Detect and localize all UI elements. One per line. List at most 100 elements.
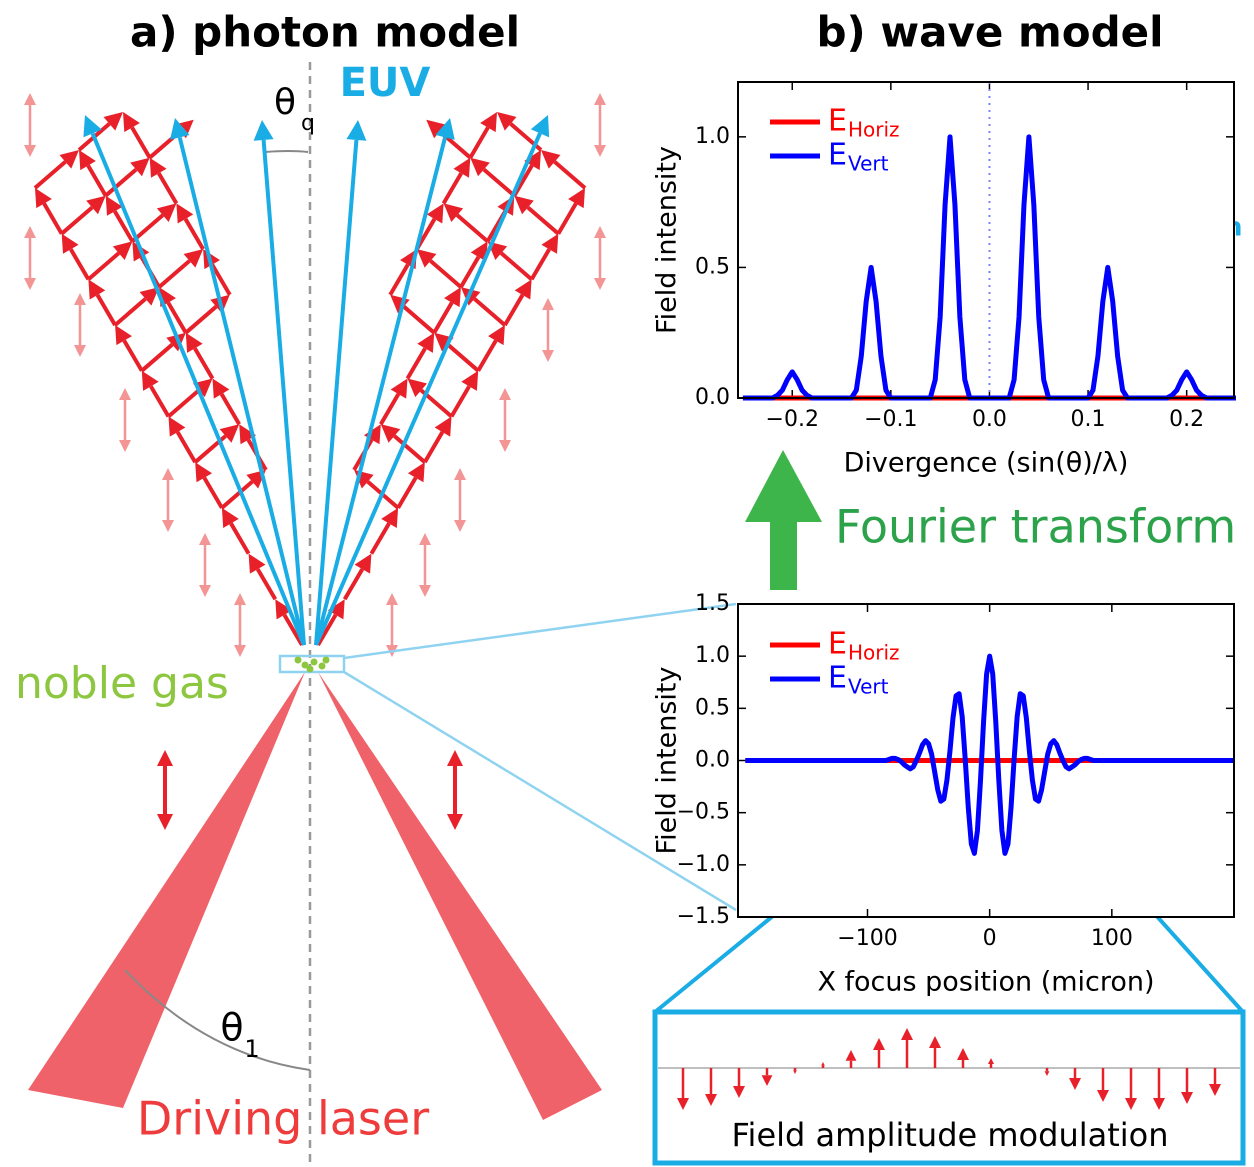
legend-label: E (828, 138, 847, 173)
arrow-shaft (475, 299, 505, 325)
arrow-shaft (452, 386, 470, 416)
arrow-shaft (186, 307, 216, 333)
arrow-head (542, 298, 554, 310)
theta-subscript: q (301, 111, 315, 136)
arrow-shaft (425, 432, 443, 462)
y-tick-label: 0.5 (695, 695, 730, 720)
arrow-head (199, 533, 211, 545)
y-tick-label: 1.0 (695, 124, 730, 149)
x-tick-label: 0.0 (972, 407, 1007, 432)
arrow-head (24, 93, 36, 105)
theta-label: θ (220, 1006, 243, 1050)
arrow-head (74, 293, 86, 305)
arrow-shaft (132, 128, 150, 158)
arrow-shaft (532, 249, 550, 279)
arrow-head (234, 593, 246, 605)
arrow-head (454, 468, 466, 480)
modulation-label: Field amplitude modulation (731, 1116, 1168, 1154)
arrow-shaft (62, 207, 92, 233)
y-tick-label: −1.5 (677, 904, 730, 929)
arrow-shaft (381, 394, 399, 424)
panel-title: a) photon model (130, 8, 520, 57)
x-tick-label: −100 (837, 926, 897, 951)
laser-beam (318, 672, 602, 1120)
arrow-shaft (555, 162, 585, 188)
arrow-shaft (484, 169, 514, 195)
arrow-head (447, 814, 463, 830)
y-axis-label: Field intensity (652, 146, 683, 334)
arrow-head (157, 814, 173, 830)
arrow-shaft (142, 345, 172, 371)
arrow-head (74, 345, 86, 357)
arrow-shaft (178, 432, 196, 462)
arrow-shaft (444, 173, 462, 203)
arrow-shaft (88, 166, 106, 196)
arrow-head (419, 585, 431, 597)
legend-label: E (828, 661, 847, 696)
y-tick-label: 0.0 (695, 748, 730, 773)
legend-label: E (828, 627, 847, 662)
legend-subscript: Vert (848, 675, 889, 699)
arrow-head (234, 645, 246, 657)
arrow-shaft (478, 341, 496, 371)
arrow-head (594, 93, 606, 105)
arrow-head (447, 750, 463, 766)
plot-area (738, 82, 1234, 398)
arrow-head (594, 145, 606, 157)
figure: a) photon model b) wave model EUV θ q θ … (0, 0, 1254, 1167)
arrow-shaft (371, 523, 389, 553)
x-tick-label: 0 (983, 926, 997, 951)
arrow-head (386, 593, 398, 605)
arrow-head (419, 533, 431, 545)
x-tick-label: 0.2 (1169, 407, 1204, 432)
y-tick-label: 0.0 (695, 385, 730, 410)
arrow-shaft (159, 261, 189, 287)
laser-beam (28, 672, 305, 1108)
gas-label: noble gas (15, 658, 229, 709)
arrow-shaft (115, 299, 145, 325)
y-tick-label: 0.5 (695, 254, 730, 279)
arrow-head (24, 226, 36, 238)
arrow-head (119, 440, 131, 452)
arrow-shaft (434, 303, 452, 333)
x-axis-label: Divergence (sin(θ)/λ) (844, 448, 1129, 479)
arrow-head (594, 278, 606, 290)
x-axis-label: X focus position (micron) (817, 967, 1154, 998)
legend-label: E (828, 104, 847, 139)
arrow-head (542, 350, 554, 362)
arrow-shaft (558, 204, 576, 234)
y-tick-label: −1.0 (677, 852, 730, 877)
arrow-shaft (44, 204, 62, 234)
arrow-shaft (159, 173, 177, 203)
y-tick-label: 1.5 (695, 591, 730, 616)
arrow-head (24, 145, 36, 157)
arrow-shaft (448, 345, 478, 371)
arrow-shaft (457, 215, 487, 241)
fourier-arrow (770, 520, 797, 590)
arrow-shaft (151, 386, 169, 416)
arrow-head (119, 388, 131, 400)
legend-subscript: Vert (848, 152, 889, 176)
arrow-shaft (195, 348, 213, 378)
arrow-shaft (431, 261, 461, 287)
arrow-shaft (97, 295, 115, 325)
fourier-label: Fourier transform (835, 500, 1236, 554)
arrow-shaft (408, 348, 426, 378)
euv-label: EUV (340, 60, 431, 106)
x-tick-label: −0.2 (766, 407, 819, 432)
arrow-head (594, 226, 606, 238)
y-tick-label: −0.5 (677, 800, 730, 825)
theta-subscript: 1 (244, 1035, 259, 1063)
arrow-shaft (501, 253, 531, 279)
arrow-head (346, 120, 366, 141)
gas-atoms (295, 657, 330, 673)
zoom-line (344, 604, 736, 658)
x-tick-label: 0.1 (1071, 407, 1106, 432)
arrow-shaft (88, 253, 118, 279)
arrow-shaft (222, 394, 240, 424)
arrow-head (499, 440, 511, 452)
theta-label: θ (274, 82, 296, 123)
arrow-shaft (71, 249, 89, 279)
arrow-head (162, 468, 174, 480)
y-axis-label: Field intensity (652, 667, 683, 855)
